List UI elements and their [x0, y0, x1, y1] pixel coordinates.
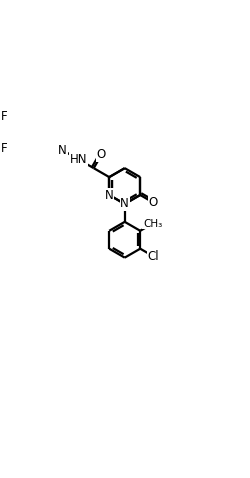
Text: F: F [1, 141, 8, 154]
Text: N: N [105, 188, 114, 202]
Text: N: N [58, 144, 67, 157]
Text: N: N [120, 197, 129, 210]
Text: F: F [1, 110, 8, 123]
Text: Cl: Cl [148, 250, 159, 263]
Text: HN: HN [70, 152, 87, 166]
Text: O: O [149, 196, 158, 209]
Text: CH₃: CH₃ [143, 218, 162, 228]
Text: O: O [97, 149, 106, 162]
